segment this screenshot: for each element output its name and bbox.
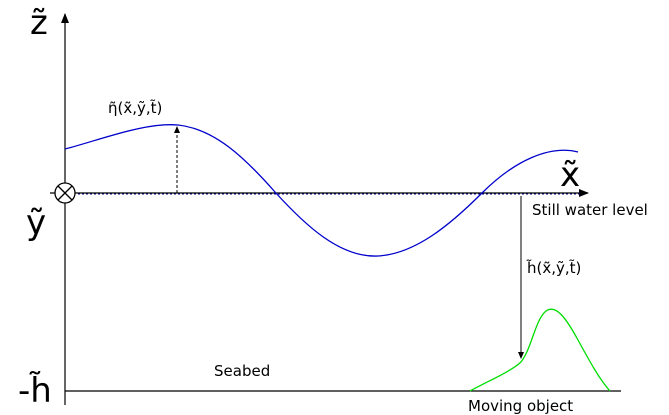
seabed-label: Seabed	[214, 362, 270, 380]
h-label: h̃(x̃,ỹ,t̃)	[526, 258, 582, 277]
depth-axis-label: -h̃	[18, 371, 52, 411]
eta-label: η̃(x̃,ỹ,t̃)	[108, 98, 162, 117]
y-axis-symbol	[54, 182, 76, 204]
free-surface-curve	[64, 124, 579, 257]
x-axis-label: x̃	[560, 155, 580, 195]
moving-object-shape	[469, 308, 611, 392]
moving-object-label: Moving object	[468, 397, 573, 415]
y-axis-label: ỹ	[26, 203, 46, 243]
still-water-label: Still water level	[532, 201, 648, 219]
z-axis-label: z̃	[30, 3, 48, 43]
